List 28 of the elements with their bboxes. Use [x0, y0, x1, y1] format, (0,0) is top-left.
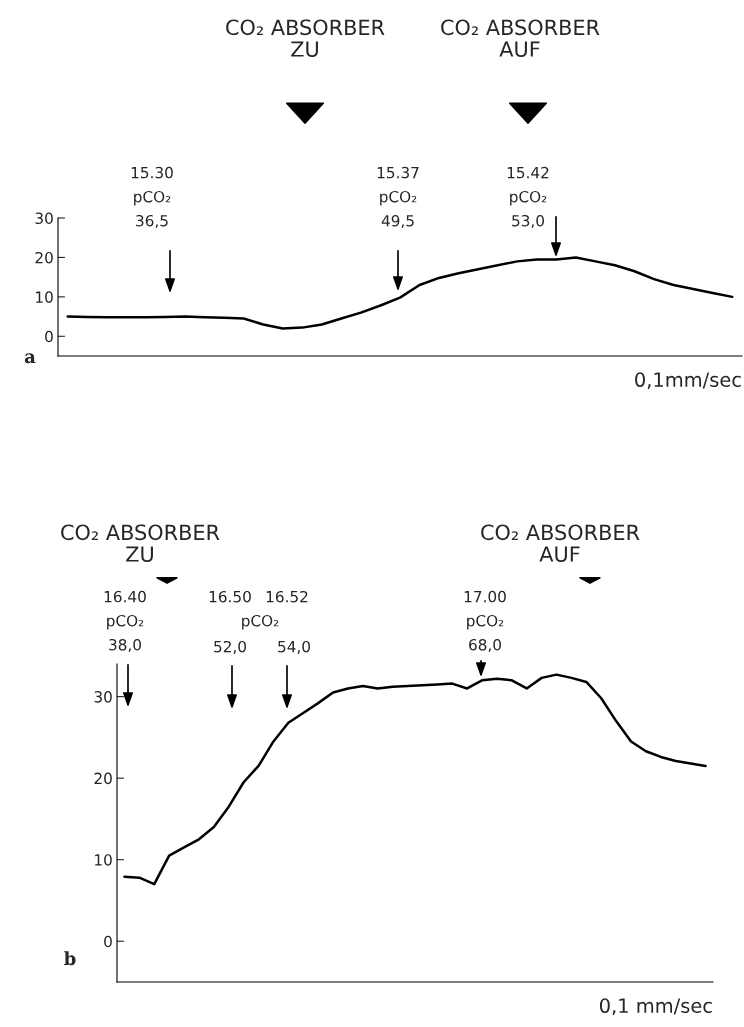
x-axis-title: 0,1 mm/sec [599, 998, 712, 1016]
y-tick-label: 0 [45, 330, 53, 343]
y-tick-label: 20 [35, 251, 53, 264]
text: 16.40 pCO₂ 38,0 [104, 590, 146, 653]
y-tick-label: 20 [94, 772, 112, 785]
y-tick-label: 10 [95, 854, 112, 866]
text: 52,0 [214, 640, 246, 654]
line-series [66, 256, 734, 330]
y-tick-label: 10 [36, 291, 53, 303]
text: 54,0 [278, 640, 310, 654]
text: 16.50 [209, 590, 251, 603]
text: CO₂ ABSORBER AUF [481, 524, 640, 562]
text: 16.52 [266, 590, 308, 603]
annotation: 15.30 pCO₂ 36,5 [131, 166, 173, 229]
text: CO₂ ABSORBER AUF [441, 19, 600, 57]
y-tick-label: 30 [35, 212, 53, 225]
text: CO₂ ABSORBER ZU [61, 524, 220, 562]
y-tick-label: 30 [94, 691, 112, 703]
text: pCO₂ [242, 614, 279, 630]
y-tick-label: 0 [104, 935, 112, 948]
line-series [123, 673, 707, 886]
x-axis-title: 0,1mm/sec [635, 372, 741, 390]
text: b [64, 951, 76, 966]
annotation: 15.37 pCO₂ 49,5 [377, 166, 419, 229]
text: a [24, 353, 36, 364]
text: 17.00 pCO₂ 68,0 [464, 590, 506, 653]
text: CO₂ ABSORBER ZU [226, 19, 385, 57]
annotation: 15.42 pCO₂ 53,0 [507, 166, 549, 229]
